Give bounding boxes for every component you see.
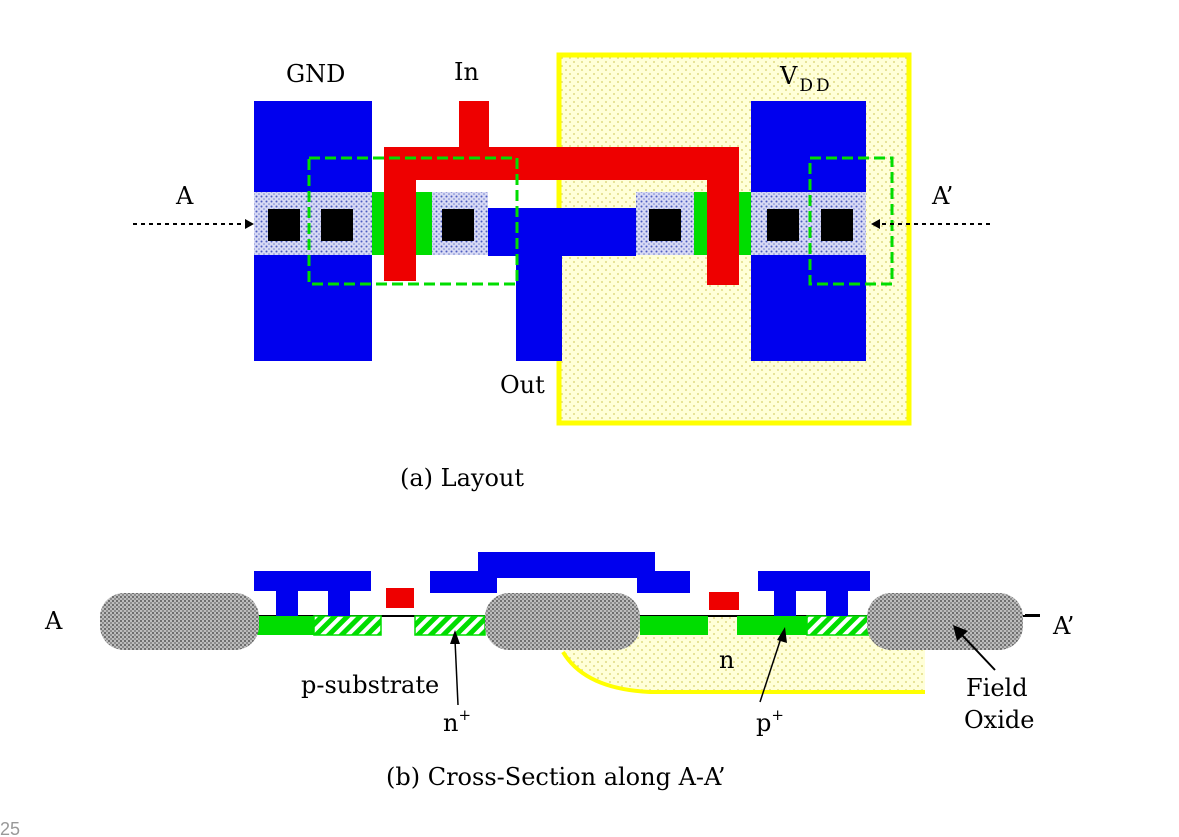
- pplus-label: p+: [756, 706, 784, 737]
- pplus-drain: [640, 616, 708, 635]
- nplus-base: n: [443, 709, 458, 737]
- out-label: Out: [500, 371, 545, 399]
- pplus-source: [737, 616, 807, 635]
- contact-icon: [268, 209, 300, 241]
- arrow-up-icon: [450, 630, 460, 644]
- field-oxide-left: [100, 593, 259, 650]
- field-oxide-pointer: [960, 633, 996, 671]
- pmos-gate-poly: [709, 592, 739, 610]
- field-oxide-right: [867, 593, 1023, 650]
- pplus-sup: +: [771, 706, 784, 724]
- vdd-metal-cross-section: [758, 571, 870, 616]
- out-metal-cross-section: [430, 552, 690, 593]
- a-prime-label: A’: [931, 182, 953, 210]
- out-metal-horizontal: [488, 208, 636, 256]
- nplus-source: [257, 616, 314, 635]
- contact-icon: [649, 209, 681, 241]
- arrow-up-icon: [777, 627, 787, 643]
- nplus-select-box: [307, 156, 519, 286]
- cs-a-prime-label: A’: [1052, 612, 1074, 640]
- contact-icon: [767, 209, 799, 241]
- nplus-drain-hatched: [414, 615, 486, 636]
- nwell-boundary: [561, 650, 925, 694]
- gnd-label: GND: [286, 60, 345, 88]
- vdd-label: V DD: [779, 62, 833, 96]
- vdd-subscript: DD: [799, 76, 832, 96]
- poly-gate: [384, 101, 739, 285]
- contact-icon: [321, 209, 353, 241]
- layout-view: GND In V DD Out A A’ (a) Layout: [133, 52, 992, 492]
- cs-a-label: A: [44, 607, 63, 635]
- pplus-base: p: [756, 709, 771, 737]
- contact-icon: [442, 209, 474, 241]
- arrow-right-icon: [245, 219, 254, 229]
- cross-section-view: A A’ n p-substrate n+ p+ Field Oxide (b)…: [44, 552, 1074, 791]
- contacts: [268, 209, 853, 241]
- nplus-sup: +: [458, 706, 471, 724]
- page-number: 25: [0, 819, 20, 837]
- cross-section-caption: (b) Cross-Section along A-A’: [386, 763, 725, 791]
- pplus-select-box: [808, 156, 894, 286]
- arrow-left-icon: [871, 219, 880, 229]
- pplus-pointer: [759, 637, 782, 703]
- nmos-gate-poly: [386, 588, 414, 608]
- nplus-source-hatched: [313, 615, 382, 636]
- nplus-label: n+: [443, 706, 471, 737]
- arrow-up-left-icon: [953, 625, 968, 641]
- pplus-source-hatched: [806, 615, 870, 636]
- vdd-base: V: [779, 62, 798, 90]
- n-well-label: n: [719, 646, 734, 674]
- contact-icon: [821, 209, 853, 241]
- field-label: Field: [966, 674, 1028, 702]
- field-oxide-center: [485, 593, 640, 650]
- layout-caption: (a) Layout: [400, 464, 524, 492]
- a-label: A: [175, 182, 194, 210]
- nplus-pointer: [454, 639, 459, 706]
- in-label: In: [454, 58, 479, 86]
- oxide-label: Oxide: [964, 706, 1034, 734]
- gnd-metal-cross-section: [254, 571, 371, 616]
- p-substrate-label: p-substrate: [301, 671, 439, 699]
